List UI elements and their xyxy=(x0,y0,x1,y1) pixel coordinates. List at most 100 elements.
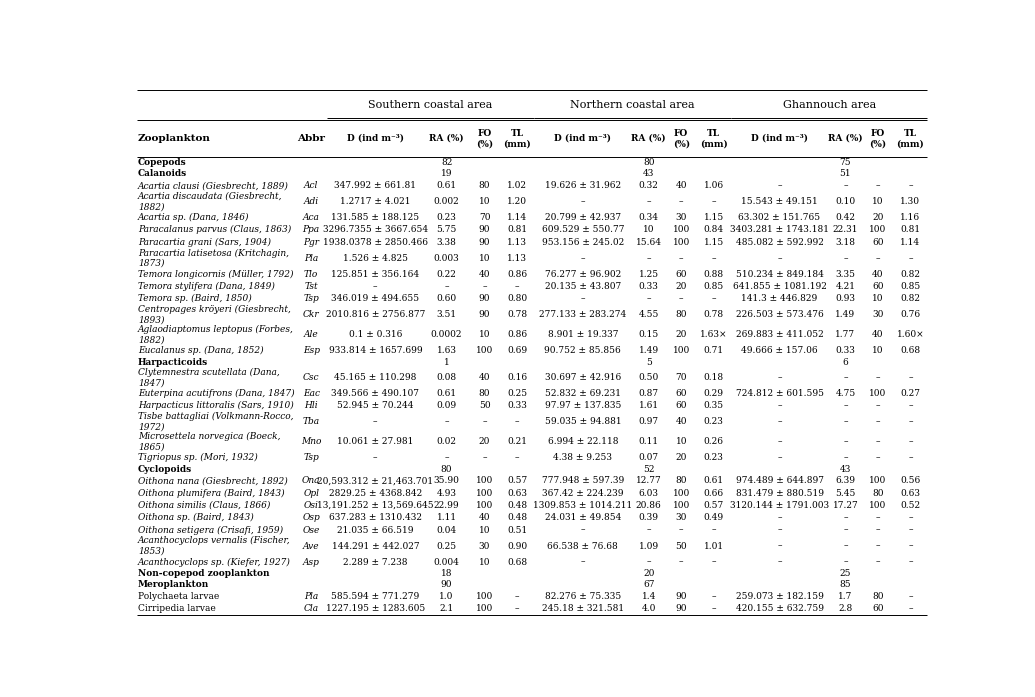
Text: 0.50: 0.50 xyxy=(639,373,659,382)
Text: RA (%): RA (%) xyxy=(631,134,666,143)
Text: –: – xyxy=(711,254,716,263)
Text: 0.23: 0.23 xyxy=(704,418,723,427)
Text: 2.289 ± 7.238: 2.289 ± 7.238 xyxy=(343,558,408,567)
Text: 1.13: 1.13 xyxy=(507,238,527,247)
Text: 80: 80 xyxy=(873,489,884,498)
Text: 0.90: 0.90 xyxy=(507,542,527,551)
Text: Harpacticoids: Harpacticoids xyxy=(138,358,208,367)
Text: –: – xyxy=(679,526,683,535)
Text: 80: 80 xyxy=(676,310,687,319)
Text: 1.2717 ± 4.021: 1.2717 ± 4.021 xyxy=(341,197,411,206)
Text: 933.814 ± 1657.699: 933.814 ± 1657.699 xyxy=(328,346,422,355)
Text: 59.035 ± 94.881: 59.035 ± 94.881 xyxy=(544,418,621,427)
Text: 22.31: 22.31 xyxy=(832,225,858,234)
Text: 20,593.312 ± 21,463.701: 20,593.312 ± 21,463.701 xyxy=(318,476,434,485)
Text: 100: 100 xyxy=(869,501,887,510)
Text: Eac: Eac xyxy=(302,389,320,398)
Text: –: – xyxy=(777,513,781,522)
Text: Harpacticus littoralis (Sars, 1910): Harpacticus littoralis (Sars, 1910) xyxy=(138,401,294,411)
Text: Hli: Hli xyxy=(304,401,318,411)
Text: 0.15: 0.15 xyxy=(639,330,659,339)
Text: Csc: Csc xyxy=(303,373,320,382)
Text: Ghannouch area: Ghannouch area xyxy=(782,100,876,110)
Text: 82: 82 xyxy=(441,158,452,167)
Text: Ppa: Ppa xyxy=(302,225,320,234)
Text: Euterpina acutifrons (Dana, 1847): Euterpina acutifrons (Dana, 1847) xyxy=(138,389,295,398)
Text: 1.77: 1.77 xyxy=(835,330,856,339)
Text: –: – xyxy=(908,513,913,522)
Text: 269.883 ± 411.052: 269.883 ± 411.052 xyxy=(736,330,824,339)
Text: 1.13: 1.13 xyxy=(507,254,527,263)
Text: 60: 60 xyxy=(873,604,884,613)
Text: 75: 75 xyxy=(839,158,851,167)
Text: 1.16: 1.16 xyxy=(900,213,920,222)
Text: 2.8: 2.8 xyxy=(838,604,853,613)
Text: 0.97: 0.97 xyxy=(639,418,658,427)
Text: Tba: Tba xyxy=(302,418,320,427)
Text: 1.63×: 1.63× xyxy=(700,330,728,339)
Text: 0.85: 0.85 xyxy=(900,282,920,291)
Text: 20: 20 xyxy=(643,569,654,579)
Text: 0.86: 0.86 xyxy=(507,330,527,339)
Text: –: – xyxy=(844,542,848,551)
Text: 5: 5 xyxy=(646,358,652,367)
Text: Acanthocyclops vernalis (Fischer,
1853): Acanthocyclops vernalis (Fischer, 1853) xyxy=(138,536,291,556)
Text: 4.21: 4.21 xyxy=(835,282,855,291)
Text: 100: 100 xyxy=(476,604,493,613)
Text: 1.25: 1.25 xyxy=(639,270,658,279)
Text: 0.35: 0.35 xyxy=(704,401,723,411)
Text: 0.0002: 0.0002 xyxy=(431,330,463,339)
Text: Aca: Aca xyxy=(302,213,320,222)
Text: 0.61: 0.61 xyxy=(437,389,456,398)
Text: 43: 43 xyxy=(839,464,851,473)
Text: –: – xyxy=(876,254,880,263)
Text: 80: 80 xyxy=(441,464,452,473)
Text: Cla: Cla xyxy=(303,604,319,613)
Text: 90: 90 xyxy=(479,294,491,303)
Text: 40: 40 xyxy=(479,270,491,279)
Text: –: – xyxy=(908,373,913,382)
Text: –: – xyxy=(908,254,913,263)
Text: 1.63: 1.63 xyxy=(437,346,456,355)
Text: 13,191.252 ± 13,569.645: 13,191.252 ± 13,569.645 xyxy=(317,501,434,510)
Text: –: – xyxy=(514,282,520,291)
Text: Adi: Adi xyxy=(303,197,319,206)
Text: 6: 6 xyxy=(842,358,849,367)
Text: 30: 30 xyxy=(479,542,491,551)
Text: –: – xyxy=(711,558,716,567)
Text: –: – xyxy=(777,181,781,190)
Text: –: – xyxy=(777,418,781,427)
Text: Pla: Pla xyxy=(304,254,319,263)
Text: –: – xyxy=(908,181,913,190)
Text: 1.09: 1.09 xyxy=(639,542,658,551)
Text: 259.073 ± 182.159: 259.073 ± 182.159 xyxy=(736,592,824,601)
Text: 3296.7355 ± 3667.654: 3296.7355 ± 3667.654 xyxy=(323,225,427,234)
Text: –: – xyxy=(908,558,913,567)
Text: Acartia clausi (Giesbrecht, 1889): Acartia clausi (Giesbrecht, 1889) xyxy=(138,181,289,190)
Text: 3.51: 3.51 xyxy=(437,310,456,319)
Text: 1.60×: 1.60× xyxy=(896,330,924,339)
Text: 485.082 ± 592.992: 485.082 ± 592.992 xyxy=(736,238,824,247)
Text: –: – xyxy=(514,418,520,427)
Text: –: – xyxy=(647,197,651,206)
Text: Tisbe battagliai (Volkmann-Rocco,
1972): Tisbe battagliai (Volkmann-Rocco, 1972) xyxy=(138,412,294,431)
Text: –: – xyxy=(514,592,520,601)
Text: Calanoids: Calanoids xyxy=(138,169,186,178)
Text: 21.035 ± 66.519: 21.035 ± 66.519 xyxy=(337,526,414,535)
Text: 0.33: 0.33 xyxy=(507,401,527,411)
Text: 30: 30 xyxy=(676,513,687,522)
Text: –: – xyxy=(876,181,880,190)
Text: –: – xyxy=(876,526,880,535)
Text: 100: 100 xyxy=(476,476,493,485)
Text: Southern coastal area: Southern coastal area xyxy=(368,100,493,110)
Text: 0.09: 0.09 xyxy=(437,401,456,411)
Text: 100: 100 xyxy=(673,489,690,498)
Text: 0.82: 0.82 xyxy=(900,294,920,303)
Text: 60: 60 xyxy=(676,270,687,279)
Text: –: – xyxy=(908,526,913,535)
Text: 0.23: 0.23 xyxy=(437,213,456,222)
Text: 0.34: 0.34 xyxy=(639,213,658,222)
Text: 0.84: 0.84 xyxy=(704,225,723,234)
Text: Non-copepod zooplankton: Non-copepod zooplankton xyxy=(138,569,269,579)
Text: 24.031 ± 49.854: 24.031 ± 49.854 xyxy=(544,513,621,522)
